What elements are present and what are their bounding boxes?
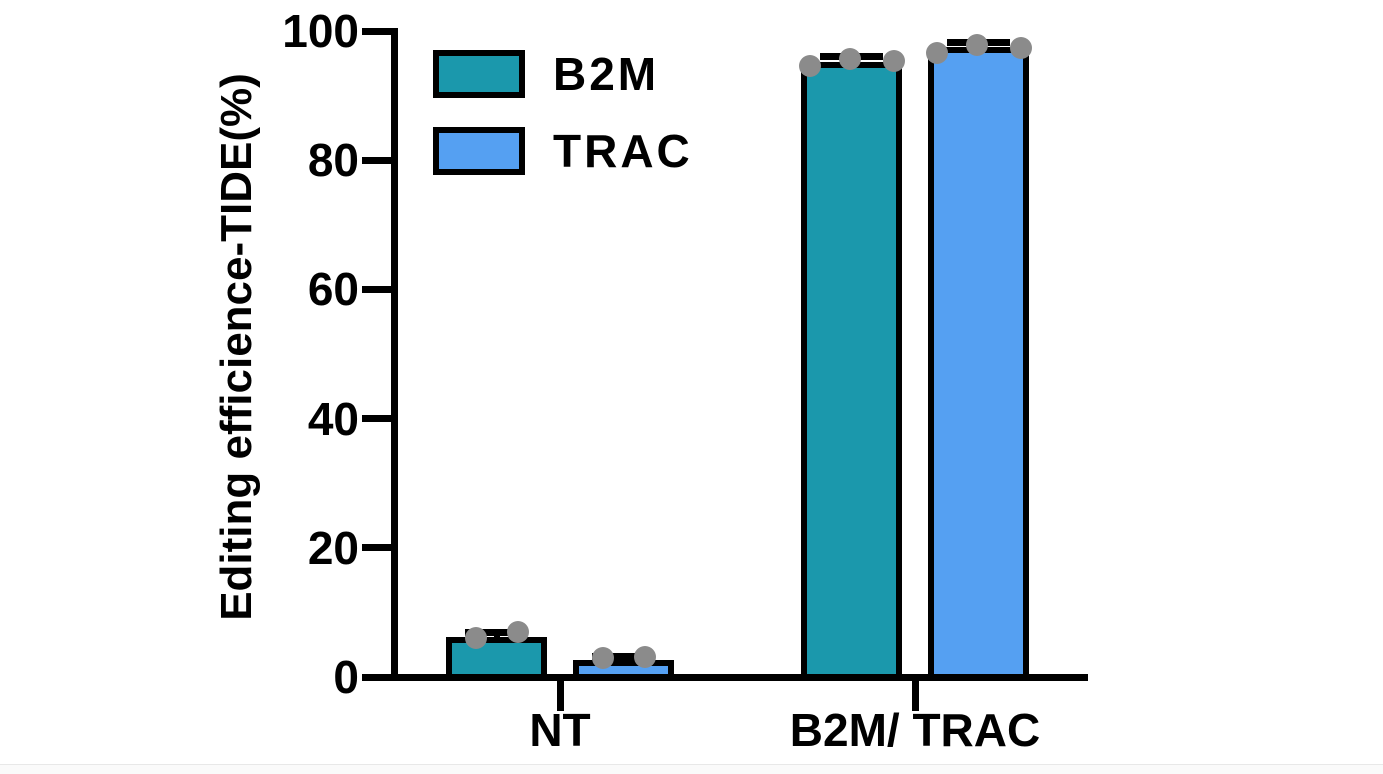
- error-bar-cap: [465, 629, 528, 637]
- y-tick-label: 20: [307, 521, 359, 574]
- y-axis-line: [390, 27, 398, 681]
- y-tick-label: 80: [307, 134, 359, 187]
- legend-swatch-b2m: [433, 50, 525, 98]
- x-tick-mark: [911, 680, 919, 711]
- data-point: [966, 33, 989, 56]
- x-axis-line: [390, 673, 1088, 681]
- data-point: [592, 647, 615, 670]
- y-tick-label: 40: [307, 392, 359, 445]
- y-tick-mark: [361, 156, 391, 164]
- legend-label-trac: TRAC: [553, 125, 693, 177]
- y-tick-mark: [361, 27, 391, 35]
- data-point: [465, 627, 488, 650]
- x-category-label: NT: [529, 704, 591, 756]
- y-tick-mark: [361, 285, 391, 293]
- error-bar-stem: [493, 632, 500, 641]
- x-category-label: B2M/ TRAC: [789, 704, 1041, 756]
- data-point: [1009, 37, 1032, 60]
- error-bar-cap: [592, 653, 655, 661]
- data-point: [506, 621, 529, 644]
- y-tick-mark: [361, 673, 391, 681]
- data-point: [839, 47, 862, 70]
- x-tick-mark: [556, 680, 564, 711]
- data-point: [926, 41, 949, 64]
- bar-trac-b2m-trac: [928, 47, 1029, 681]
- data-point: [633, 645, 656, 668]
- bottom-edge-strip: [0, 764, 1383, 774]
- data-point: [799, 54, 822, 77]
- y-tick-label: 100: [282, 5, 359, 57]
- y-tick-mark: [361, 415, 391, 423]
- legend-label-b2m: B2M: [553, 48, 660, 100]
- legend-swatch-trac: [433, 127, 525, 175]
- data-point: [882, 49, 905, 72]
- y-tick-label: 0: [333, 651, 359, 703]
- y-tick-label: 60: [307, 263, 359, 316]
- bar-b2m-b2m-trac: [801, 62, 902, 681]
- y-tick-mark: [361, 544, 391, 552]
